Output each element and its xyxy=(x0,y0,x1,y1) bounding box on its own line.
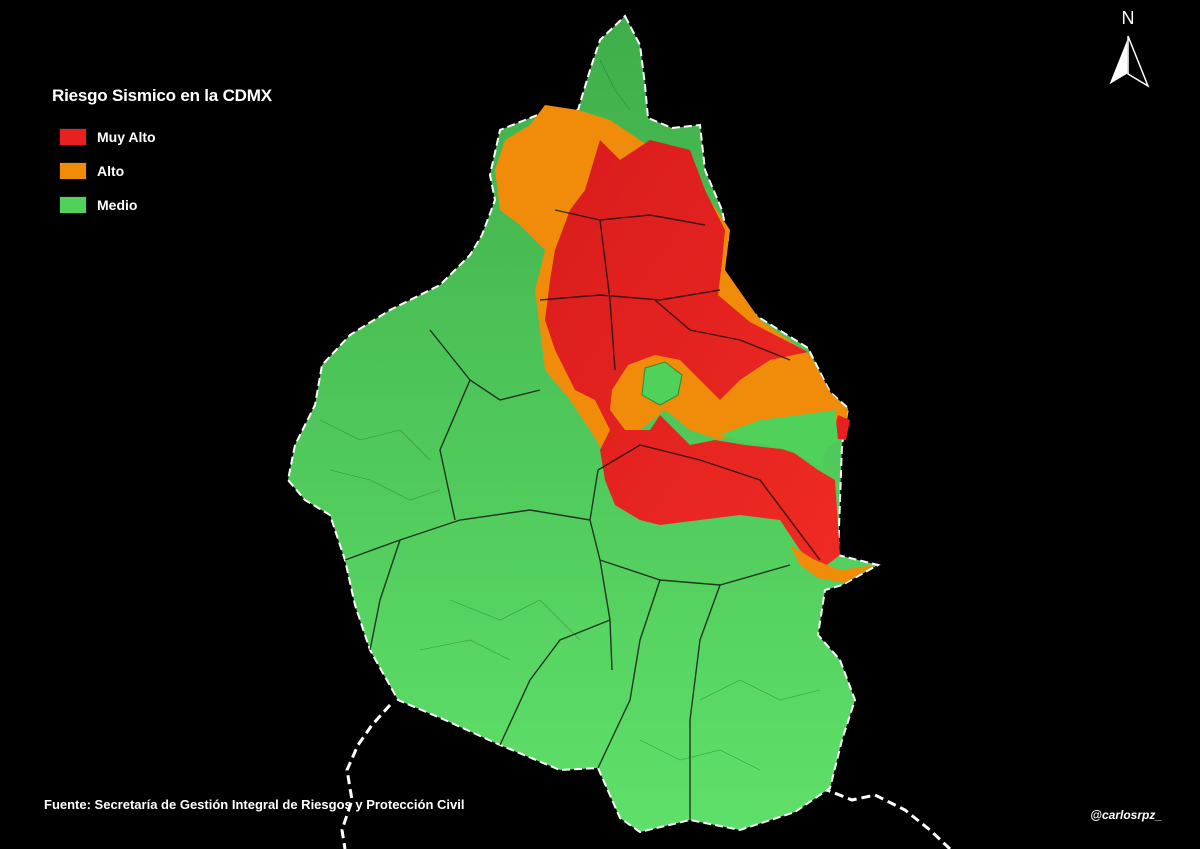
zone-medio-east xyxy=(720,410,838,470)
legend-label: Medio xyxy=(97,197,138,213)
legend-label: Alto xyxy=(97,163,125,179)
legend-label: Muy Alto xyxy=(97,129,156,145)
map-legend: Riesgo Sismico en la CDMX Muy Alto Alto … xyxy=(52,86,272,222)
neighborhood-texture xyxy=(319,59,821,771)
legend-item-medio: Medio xyxy=(52,188,272,222)
cdmx-boundary xyxy=(286,14,881,834)
legend-swatch xyxy=(59,162,87,180)
north-label: N xyxy=(1121,8,1135,28)
zone-alto-southeast xyxy=(790,545,875,583)
legend-item-muy-alto: Muy Alto xyxy=(52,120,272,154)
legend-swatch xyxy=(59,128,87,146)
borough-boundaries xyxy=(344,209,821,820)
north-arrow-icon xyxy=(1106,35,1150,88)
north-arrow: N xyxy=(1098,8,1158,94)
map-title: Riesgo Sismico en la CDMX xyxy=(52,86,272,105)
zone-medio-island xyxy=(641,361,683,406)
state-boundary xyxy=(821,786,952,849)
legend-swatch xyxy=(59,196,87,214)
zone-muy-alto xyxy=(545,140,840,570)
author-handle: @carlosrpz_ xyxy=(1090,808,1162,822)
source-credit: Fuente: Secretaría de Gestión Integral d… xyxy=(44,797,465,812)
legend-item-alto: Alto xyxy=(52,154,272,188)
state-boundary xyxy=(340,703,392,849)
